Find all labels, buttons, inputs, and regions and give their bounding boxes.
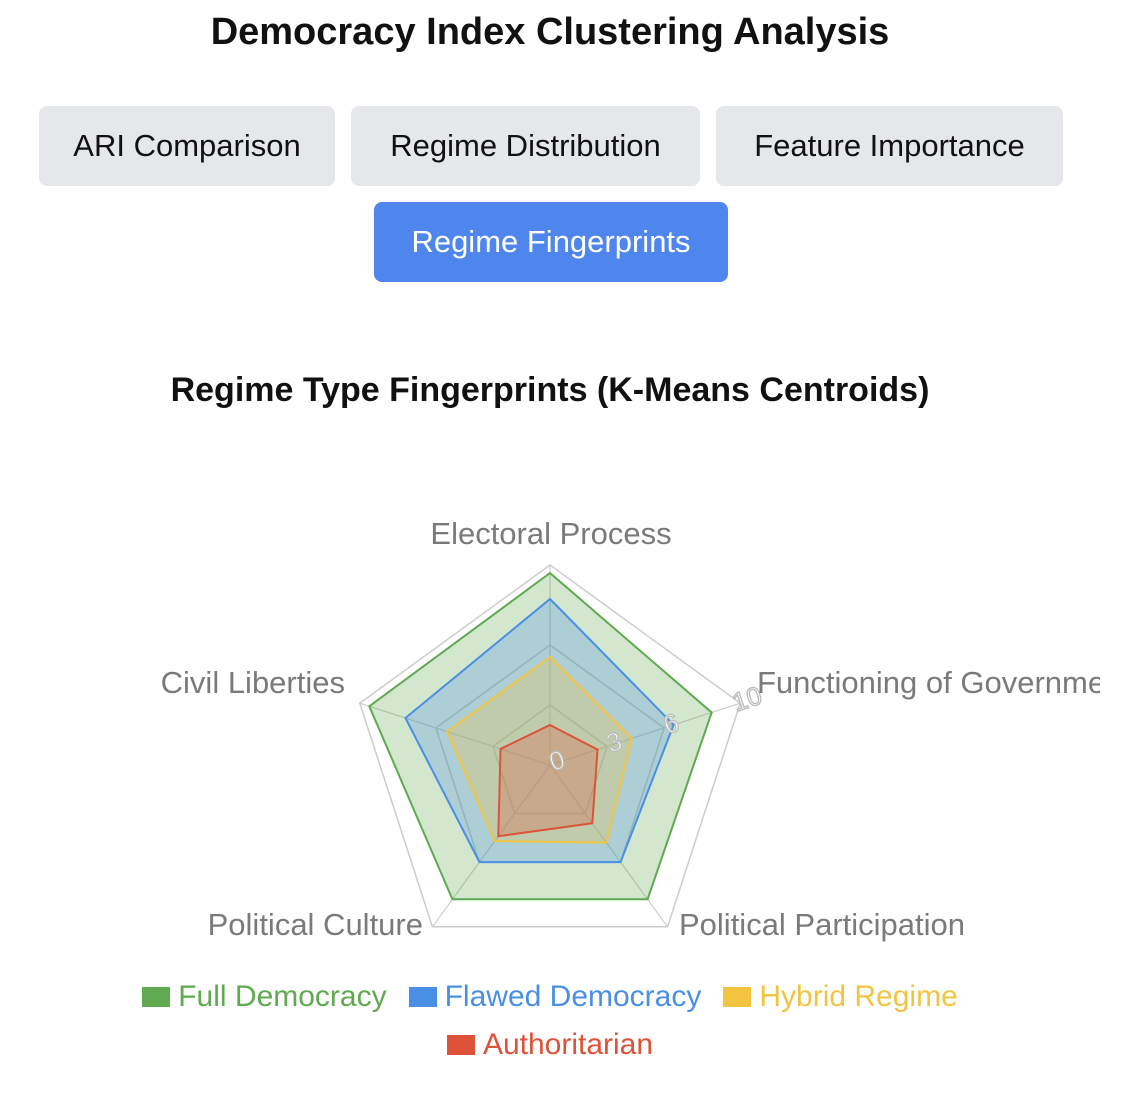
- radar-axis-label: Electoral Process: [430, 516, 671, 551]
- legend-label: Flawed Democracy: [444, 980, 702, 1013]
- radar-axis-label: Political Culture: [208, 907, 423, 942]
- legend-label: Full Democracy: [178, 980, 387, 1013]
- legend-item[interactable]: Flawed Democracy: [408, 980, 702, 1014]
- radar-axis-label: Functioning of Government: [757, 665, 1130, 700]
- radar-grid-spoke: [360, 703, 550, 765]
- radar-grid-ring: [360, 565, 740, 927]
- tab-ari-comparison[interactable]: ARI Comparison: [39, 106, 335, 186]
- legend-row: Full Democracy Flawed Democracy Hybrid Reg…: [0, 980, 1100, 1014]
- legend-item[interactable]: Authoritarian: [446, 1028, 654, 1062]
- radar-series-authoritarian: [498, 725, 597, 836]
- legend-swatch: [408, 987, 437, 1007]
- radar-series-hybrid-regime: [447, 657, 632, 843]
- radar-grid: [360, 565, 740, 927]
- legend-label: Authoritarian: [482, 1028, 654, 1061]
- page-title: Democracy Index Clustering Analysis: [210, 11, 890, 53]
- radar-series-layer: [369, 573, 711, 899]
- legend-item[interactable]: Hybrid Regime: [723, 980, 958, 1014]
- radar-axis-labels: Electoral Process Functioning of Governme…: [161, 516, 1130, 942]
- radar-axis-label: Political Participation: [679, 907, 965, 942]
- legend-item[interactable]: Full Democracy: [142, 980, 387, 1014]
- radar-axis-label: Civil Liberties: [161, 665, 345, 700]
- legend-swatch: [723, 987, 752, 1007]
- legend-row: Authoritarian: [0, 1028, 1100, 1062]
- tab-regime-fingerprints[interactable]: Regime Fingerprints: [374, 202, 728, 282]
- radar-grid-ring: [493, 705, 607, 814]
- legend-label: Hybrid Regime: [759, 980, 958, 1013]
- radar-grid-spoke: [550, 703, 740, 765]
- legend-swatch: [446, 1035, 475, 1055]
- tab-feature-importance[interactable]: Feature Importance: [716, 106, 1063, 186]
- tab-regime-distribution[interactable]: Regime Distribution: [351, 106, 700, 186]
- legend-swatch: [142, 987, 171, 1007]
- radar-series-full-democracy: [369, 573, 711, 899]
- chart-title: Regime Type Fingerprints (K-Means Centro…: [170, 371, 930, 409]
